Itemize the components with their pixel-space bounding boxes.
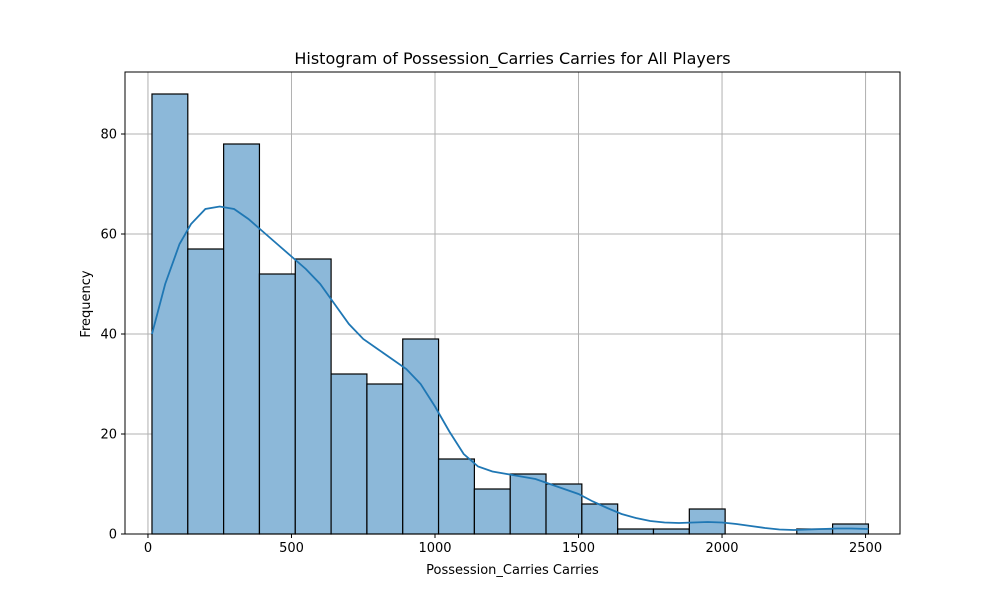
histogram-bar bbox=[437, 458, 475, 535]
x-axis-ticks: 0 500 1000 1500 2000 2500 bbox=[144, 534, 882, 556]
x-tick-label: 500 bbox=[279, 541, 304, 556]
histogram-bar bbox=[294, 258, 332, 535]
x-tick-label: 2500 bbox=[849, 541, 882, 556]
x-tick-label: 0 bbox=[144, 541, 152, 556]
chart-title: Histogram of Possession_Carries Carries … bbox=[294, 49, 730, 69]
histogram-bar bbox=[223, 143, 261, 535]
kde-curve bbox=[151, 205, 869, 531]
y-tick-label: 40 bbox=[100, 328, 117, 343]
histogram-bar bbox=[581, 503, 619, 535]
histogram-bar bbox=[402, 338, 440, 535]
x-axis-label: Possession_Carries Carries bbox=[426, 563, 599, 578]
histogram-bar bbox=[509, 473, 547, 535]
histogram-bar bbox=[187, 248, 225, 535]
y-axis-ticks: 0 20 40 60 80 bbox=[100, 128, 125, 543]
y-tick-label: 0 bbox=[109, 528, 117, 543]
histogram-bar bbox=[258, 273, 296, 535]
histogram-bar bbox=[473, 488, 511, 535]
histogram-bar bbox=[652, 528, 690, 535]
y-tick-label: 80 bbox=[100, 128, 117, 143]
histogram-bar bbox=[366, 383, 404, 535]
histogram-bar bbox=[330, 373, 368, 535]
y-tick-label: 60 bbox=[100, 228, 117, 243]
y-axis-label: Frequency bbox=[79, 270, 94, 337]
histogram-bar bbox=[545, 483, 583, 535]
y-tick-label: 20 bbox=[100, 428, 117, 443]
x-tick-label: 1000 bbox=[418, 541, 451, 556]
plot-area-frame bbox=[124, 71, 901, 535]
histogram-bar bbox=[617, 528, 655, 535]
x-tick-label: 2000 bbox=[705, 541, 738, 556]
x-tick-label: 1500 bbox=[562, 541, 595, 556]
